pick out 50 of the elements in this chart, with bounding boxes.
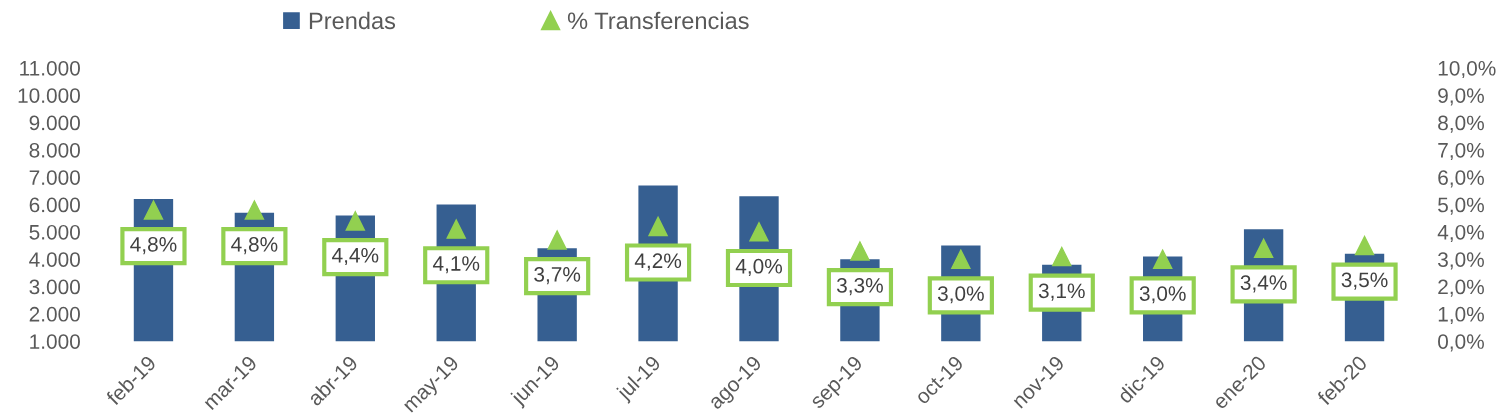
point (850, 241, 870, 261)
data-label: 3,0% (937, 286, 984, 304)
data-label: 3,3% (836, 277, 883, 296)
point (951, 249, 971, 269)
y2-tick-label: 9,0% (1438, 88, 1484, 106)
point (1354, 235, 1375, 256)
y2-tick-label: 10,0% (1438, 60, 1496, 79)
point (1253, 238, 1274, 259)
point (648, 216, 668, 237)
data-label: 4,2% (634, 253, 682, 271)
y2-tick-label: 2,0% (1438, 279, 1484, 297)
y2-tick-label: 8,0% (1438, 115, 1484, 133)
data-label: 3,1% (1038, 283, 1085, 301)
data-label: 3,4% (1240, 275, 1287, 293)
y-tick-label: 9.000 (29, 115, 80, 131)
point (446, 219, 466, 239)
y2-tick-label: 6,0% (1438, 170, 1484, 188)
y2-tick-label: 4,0% (1437, 224, 1484, 243)
data-label: 3,0% (1139, 286, 1186, 304)
data-label: 3,5% (1341, 272, 1388, 290)
y-tick-label: 2.000 (29, 306, 80, 322)
data-label: 4,4% (332, 247, 379, 266)
y2-tick-label: 3,0% (1438, 252, 1484, 270)
y-tick-label: 6.000 (29, 197, 80, 213)
y-tick-label: 4.000 (29, 252, 80, 267)
y-tick-label: 10.000 (18, 88, 80, 103)
point (143, 200, 164, 220)
data-label: 3,7% (534, 267, 581, 285)
legend-label: % Transferencias (567, 11, 749, 30)
y-tick-label: 3.000 (29, 279, 80, 295)
y2-tick-label: 1,0% (1438, 306, 1484, 325)
point (1152, 249, 1173, 269)
point (1052, 246, 1072, 267)
y-tick-label: 1.000 (30, 334, 80, 349)
y2-tick-label: 5,0% (1438, 197, 1484, 215)
y-tick-label: 8.000 (29, 142, 80, 158)
y-tick-label: 7.000 (29, 170, 80, 185)
y-tick-label: 5.000 (29, 224, 80, 240)
y2-tick-label: 7,0% (1438, 142, 1484, 161)
point (244, 200, 265, 220)
y-tick-label: 11.000 (20, 60, 80, 76)
point (547, 230, 567, 250)
y2-tick-label: 0,0% (1438, 334, 1484, 352)
data-label: 4,1% (432, 256, 480, 274)
data-label: 4,8% (231, 236, 278, 255)
data-label: 4,8% (130, 236, 177, 255)
point (749, 222, 769, 242)
legend-label: Prendas (309, 11, 396, 30)
data-label: 4,0% (735, 258, 782, 277)
point (345, 211, 366, 231)
